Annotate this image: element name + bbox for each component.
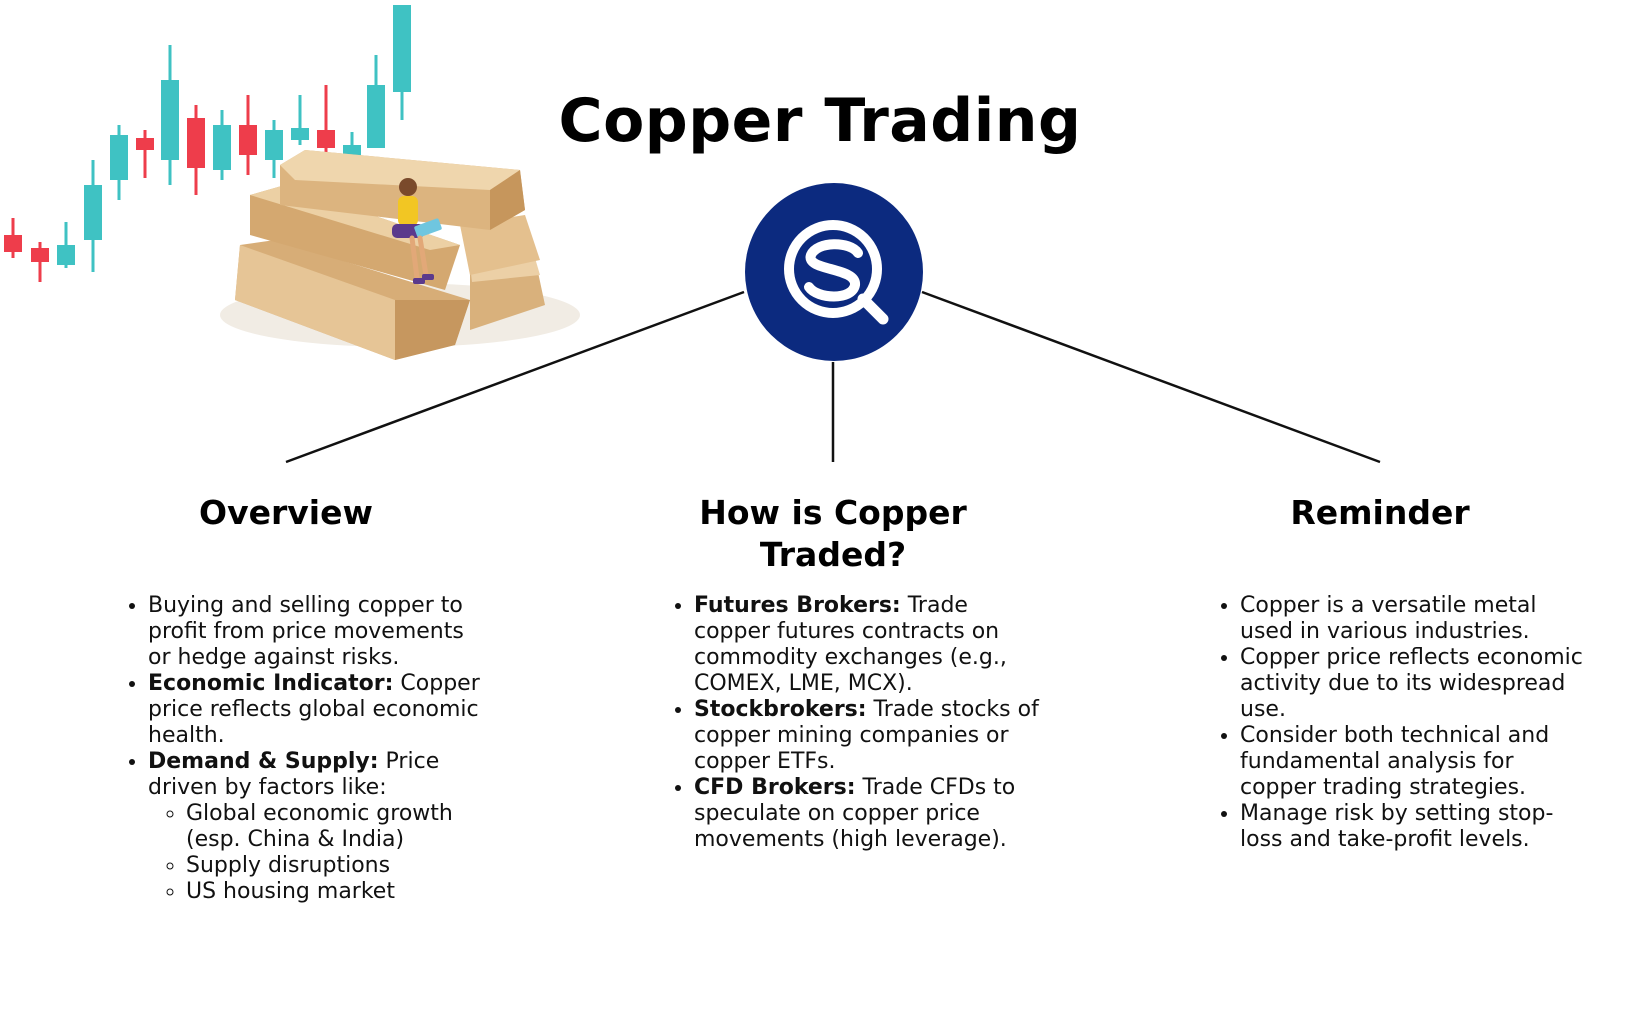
candle-body — [161, 80, 179, 160]
sublist-item: Supply disruptions — [186, 853, 493, 879]
candle-body — [393, 5, 411, 92]
list-item: Demand & Supply: Price driven by factors… — [148, 749, 493, 905]
candle-body — [291, 128, 309, 140]
candle-body — [84, 185, 102, 240]
candle-body — [187, 118, 205, 168]
connector-line-right — [921, 290, 1381, 464]
list-item: Buying and selling copper to profit from… — [148, 593, 493, 671]
person-with-laptop-icon — [392, 178, 442, 284]
candle-body — [110, 135, 128, 180]
column-heading-reminder: Reminder — [1290, 493, 1470, 532]
candle-body — [4, 235, 22, 252]
page-title: Copper Trading — [558, 86, 1082, 156]
list-item: Manage risk by setting stop-loss and tak… — [1240, 801, 1590, 853]
candle-body — [31, 248, 49, 262]
candle-body — [57, 245, 75, 265]
gold-bars-icon — [220, 150, 580, 360]
list-item: Copper is a versatile metal used in vari… — [1240, 593, 1590, 645]
candle-body — [265, 130, 283, 160]
candle-body — [136, 138, 154, 150]
connector-line-left — [285, 290, 745, 464]
candle-body — [317, 130, 335, 148]
list-item: Copper price reflects economic activity … — [1240, 645, 1590, 723]
reminder-list: Copper is a versatile metal used in vari… — [1216, 593, 1590, 853]
how-traded-list: Futures Brokers: Trade copper futures co… — [670, 593, 1039, 853]
list-item: Economic Indicator: Copper price reflect… — [148, 671, 493, 749]
column-heading-overview: Overview — [199, 493, 373, 532]
column-heading-how-traded: How is Copper Traded? — [699, 493, 967, 574]
sublist-item: Global economic growth (esp. China & Ind… — [186, 801, 493, 853]
sq-magnifier-logo-icon — [745, 183, 923, 361]
list-item: CFD Brokers: Trade CFDs to speculate on … — [694, 775, 1039, 853]
candle-body — [367, 85, 385, 148]
list-item: Consider both technical and fundamental … — [1240, 723, 1590, 801]
factor-sublist: Global economic growth (esp. China & Ind… — [148, 801, 493, 905]
list-item: Futures Brokers: Trade copper futures co… — [694, 593, 1039, 697]
list-item: Stockbrokers: Trade stocks of copper min… — [694, 697, 1039, 775]
candle-body — [239, 125, 257, 155]
candlestick-chart-icon — [4, 5, 411, 282]
candle-body — [213, 125, 231, 170]
candlestick-gold-bars-illustration-icon — [4, 5, 580, 360]
sublist-item: US housing market — [186, 879, 493, 905]
overview-list: Buying and selling copper to profit from… — [124, 593, 493, 905]
